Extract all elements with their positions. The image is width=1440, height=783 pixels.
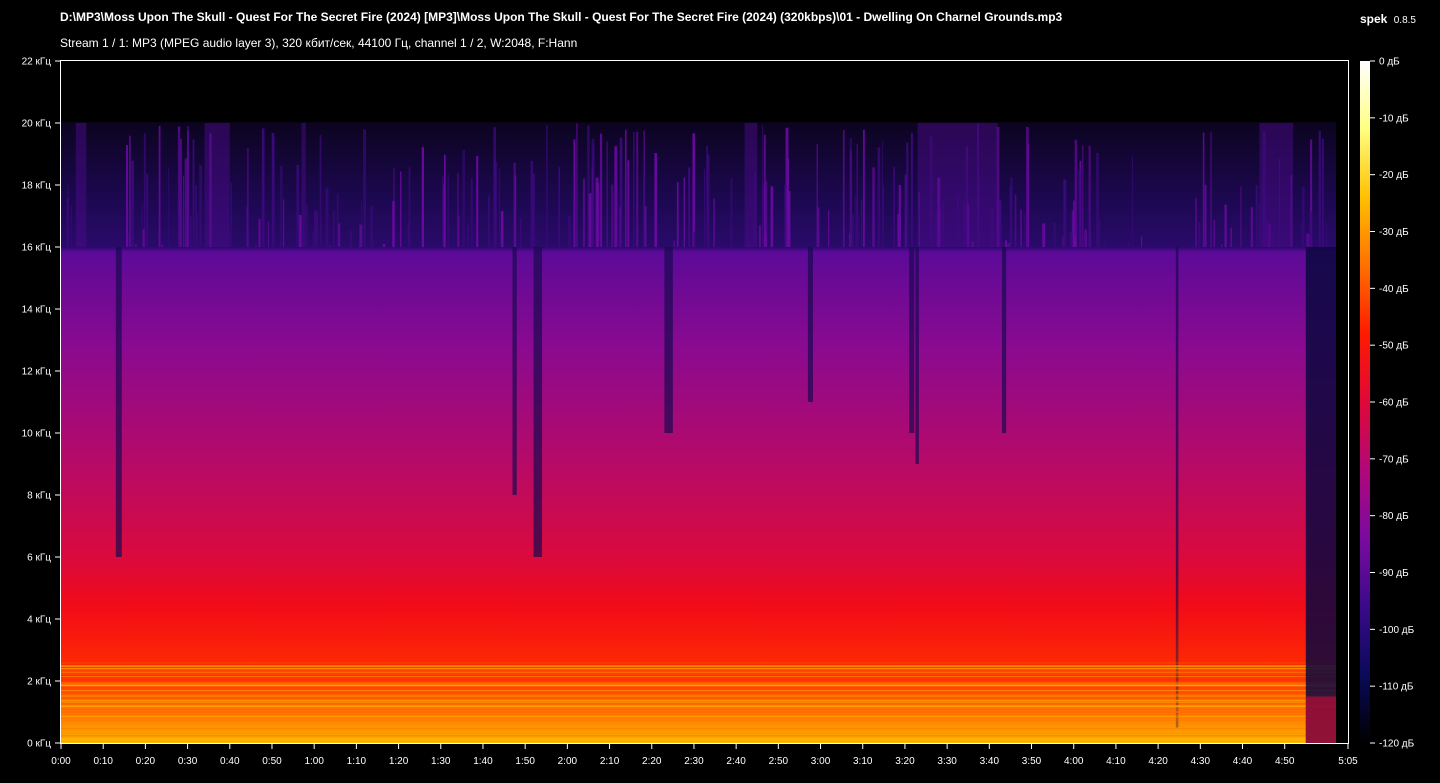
x-tick-label: 3:10 (853, 756, 873, 767)
colorbar-tick-label: -110 дБ (1379, 682, 1414, 693)
y-tick-label: 0 кГц (27, 739, 51, 750)
y-tick-label: 6 кГц (27, 553, 51, 564)
x-tick-label: 1:30 (431, 756, 451, 767)
colorbar-tick-label: -70 дБ (1379, 454, 1409, 465)
x-tick-label: 2:00 (558, 756, 578, 767)
x-tick-label: 4:00 (1064, 756, 1084, 767)
x-tick-label: 3:50 (1022, 756, 1042, 767)
colorbar-tick-label: 0 дБ (1379, 57, 1400, 68)
x-tick-label: 0:00 (51, 756, 71, 767)
x-tick-label: 4:10 (1106, 756, 1126, 767)
track-end (1336, 61, 1348, 743)
colorbar-tick-label: -10 дБ (1379, 113, 1409, 124)
y-tick-label: 12 кГц (22, 367, 52, 378)
x-tick-label: 1:40 (473, 756, 493, 767)
colorbar-tick-label: -80 дБ (1379, 511, 1409, 522)
x-tick-label: 1:50 (515, 756, 535, 767)
low-frequency-bands (61, 61, 1348, 743)
x-tick-label: 2:50 (769, 756, 789, 767)
x-tick-label: 1:00 (304, 756, 324, 767)
x-tick-label: 2:30 (684, 756, 704, 767)
y-tick-label: 10 кГц (22, 429, 52, 440)
plot-frame (60, 60, 1349, 744)
y-tick-label: 2 кГц (27, 677, 51, 688)
colorbar-tick-label: -120 дБ (1379, 739, 1415, 750)
x-tick-label: 1:10 (347, 756, 367, 767)
y-tick-label: 20 кГц (22, 119, 52, 130)
colorbar-tick-label: -100 дБ (1379, 625, 1415, 636)
colorbar-tick-label: -90 дБ (1379, 568, 1409, 579)
colorbar-tick-label: -60 дБ (1379, 398, 1409, 409)
x-tick-label: 0:50 (262, 756, 282, 767)
y-tick-label: 14 кГц (22, 305, 52, 316)
x-tick-label: 2:40 (726, 756, 746, 767)
app-brand: spek 0.8.5 (1360, 10, 1416, 28)
x-tick-label: 4:50 (1275, 756, 1295, 767)
stream-info: Stream 1 / 1: MP3 (MPEG audio layer 3), … (60, 36, 578, 50)
x-tick-label: 3:20 (895, 756, 915, 767)
x-tick-label: 1:20 (389, 756, 409, 767)
x-tick-label: 0:40 (220, 756, 240, 767)
x-tick-label: 3:40 (980, 756, 1000, 767)
x-tick-label: 2:10 (600, 756, 620, 767)
x-tick-label: 0:20 (136, 756, 156, 767)
colorbar (1360, 61, 1370, 743)
x-tick-label: 4:40 (1233, 756, 1253, 767)
colorbar-tick-label: -30 дБ (1379, 227, 1409, 238)
y-tick-label: 4 кГц (27, 615, 51, 626)
x-tick-label: 3:30 (937, 756, 957, 767)
y-tick-label: 18 кГц (22, 181, 52, 192)
x-tick-label: 4:30 (1191, 756, 1211, 767)
x-tick-label: 0:10 (93, 756, 113, 767)
file-path-title: D:\MP3\Moss Upon The Skull - Quest For T… (60, 10, 1063, 24)
colorbar-tick-label: -50 дБ (1379, 341, 1409, 352)
x-tick-label: 3:00 (811, 756, 831, 767)
app-name: spek (1359, 12, 1388, 26)
app-version: 0.8.5 (1393, 15, 1416, 26)
y-tick-label: 16 кГц (22, 243, 52, 254)
x-tick-label: 5:05 (1338, 756, 1358, 767)
x-tick-label: 4:20 (1148, 756, 1168, 767)
x-tick-label: 2:20 (642, 756, 662, 767)
y-tick-label: 22 кГц (22, 57, 52, 68)
y-tick-label: 8 кГц (27, 491, 51, 502)
colorbar-tick-label: -40 дБ (1379, 284, 1409, 295)
colorbar-tick-label: -20 дБ (1379, 170, 1409, 181)
x-tick-label: 0:30 (178, 756, 198, 767)
